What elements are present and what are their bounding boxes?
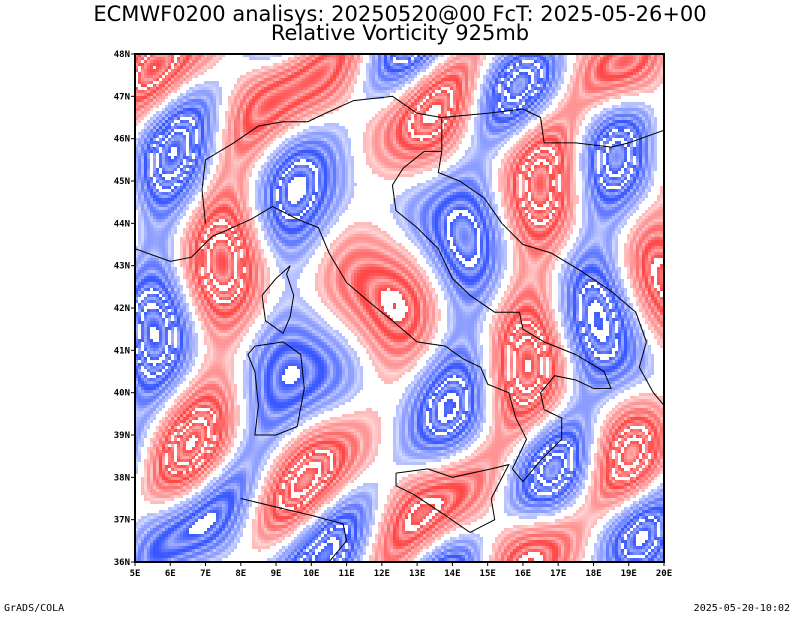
- y-tick-label: 46N: [114, 135, 130, 145]
- x-tick-label: 6E: [165, 569, 176, 579]
- x-tick-label: 18E: [585, 569, 601, 579]
- y-tick-label: 47N: [114, 92, 130, 102]
- footer-credit: GrADS/COLA: [4, 603, 64, 614]
- y-tick-label: 37N: [114, 516, 130, 526]
- y-tick-label: 48N: [114, 50, 130, 60]
- y-tick-label: 38N: [114, 473, 130, 483]
- x-tick-label: 13E: [409, 569, 425, 579]
- y-axis: 36N 37N 38N 39N 40N 41N 42N 43N 44N 45N 46N 47N 48N: [114, 50, 135, 568]
- y-tick-label: 39N: [114, 431, 130, 441]
- y-tick-label: 42N: [114, 304, 130, 314]
- x-tick-label: 17E: [550, 569, 566, 579]
- y-tick-label: 45N: [114, 177, 130, 187]
- x-tick-label: 15E: [480, 569, 496, 579]
- y-tick-label: 43N: [114, 262, 130, 272]
- x-tick-label: 5E: [130, 569, 141, 579]
- footer-timestamp: 2025-05-20-10:02: [694, 603, 790, 614]
- x-axis: 5E 6E 7E 8E 9E 10E 11E 12E 13E 14E 15E 16E 17E 18E 19E…: [130, 562, 673, 579]
- x-tick-label: 11E: [338, 569, 354, 579]
- x-tick-label: 9E: [271, 569, 282, 579]
- x-tick-label: 8E: [235, 569, 246, 579]
- x-tick-label: 19E: [621, 569, 637, 579]
- x-tick-label: 14E: [444, 569, 460, 579]
- y-tick-label: 36N: [114, 558, 130, 568]
- x-tick-label: 12E: [374, 569, 390, 579]
- y-tick-label: 44N: [114, 219, 130, 229]
- x-tick-label: 10E: [303, 569, 319, 579]
- x-tick-label: 7E: [200, 569, 211, 579]
- x-tick-label: 16E: [515, 569, 531, 579]
- y-tick-label: 40N: [114, 389, 130, 399]
- x-tick-label: 20E: [656, 569, 672, 579]
- y-tick-label: 41N: [114, 346, 130, 356]
